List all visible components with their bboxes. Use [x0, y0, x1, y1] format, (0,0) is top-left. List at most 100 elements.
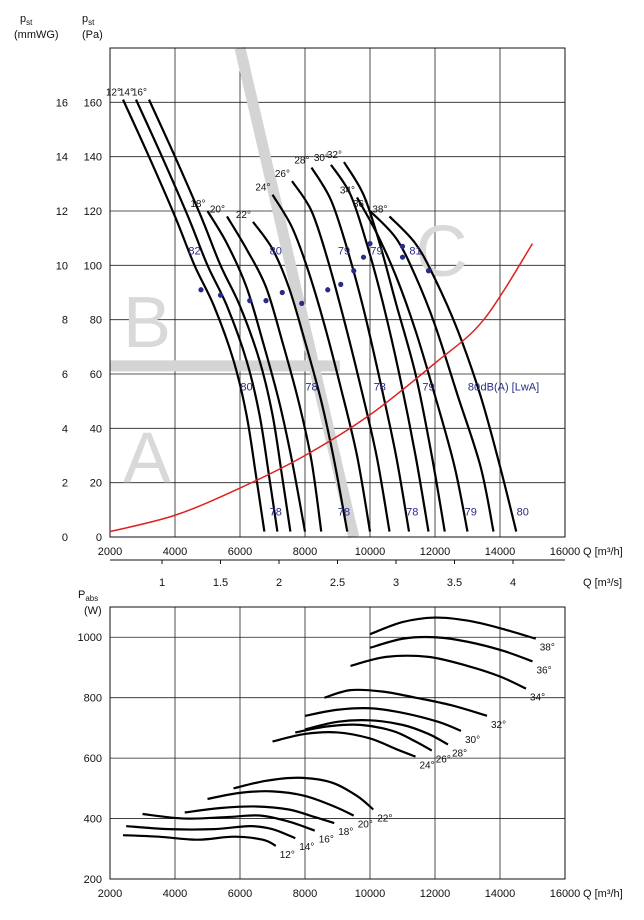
- y-left-tick-label: 6: [62, 369, 68, 381]
- y-left-tick-label: 8: [62, 315, 68, 327]
- operating-point-marker: [338, 281, 344, 287]
- operating-point-marker: [399, 243, 406, 249]
- y-tick-label: 140: [84, 152, 102, 164]
- power-y-tick-label: 800: [84, 693, 102, 705]
- power-x-tick-label: 4000: [163, 888, 187, 900]
- power-x-tick-label: 14000: [485, 888, 516, 900]
- zone-label-b: B: [123, 283, 171, 363]
- x2-tick-label: 3.5: [447, 577, 462, 589]
- y-left-tick-label: 16: [56, 97, 68, 109]
- operating-point-marker: [217, 292, 224, 298]
- power-x-tick-label: 6000: [228, 888, 252, 900]
- y-tick-label: 0: [96, 532, 102, 544]
- pressure-curve-20deg: [226, 215, 323, 532]
- power-blade-angle-label: 24°: [420, 761, 435, 772]
- blade-angle-label: 12°: [106, 88, 121, 99]
- blade-angle-label: 38°: [372, 204, 387, 215]
- x-tick-label: 4000: [163, 546, 187, 558]
- db-label-top: 82: [188, 245, 200, 257]
- db-label-top: 81: [409, 245, 421, 257]
- power-blade-angle-label: 32°: [491, 720, 506, 731]
- operating-point-marker: [299, 300, 305, 306]
- x-axis-label: Q [m³/h]: [583, 546, 623, 558]
- db-label-bottom: 80: [517, 506, 529, 518]
- y-tick-label: 160: [84, 97, 102, 109]
- blade-angle-label: 16°: [132, 88, 147, 99]
- operating-point-marker: [367, 241, 373, 247]
- y-left-axis-title: pst: [20, 13, 33, 27]
- operating-point-marker: [360, 254, 367, 260]
- operating-point-marker: [351, 268, 357, 274]
- y-tick-label: 120: [84, 206, 102, 218]
- db-label-bottom: 78: [270, 506, 282, 518]
- db-label-mid: 78: [305, 381, 317, 393]
- y-left-tick-label: 12: [56, 206, 68, 218]
- power-curve-24deg: [272, 731, 416, 758]
- power-blade-angle-label: 38°: [540, 643, 555, 654]
- power-x-axis-label: Q [m³/h]: [583, 888, 623, 900]
- x-tick-label: 16000: [550, 546, 581, 558]
- x2-tick-label: 1: [159, 577, 165, 589]
- y-left-tick-label: 10: [56, 260, 68, 272]
- power-blade-angle-label: 34°: [530, 693, 545, 704]
- power-blade-angle-label: 36°: [537, 665, 552, 676]
- pressure-curve-22deg: [252, 221, 349, 532]
- power-curve-26deg: [295, 723, 433, 752]
- x-tick-label: 14000: [485, 546, 516, 558]
- blade-angle-label: 28°: [294, 156, 309, 167]
- pressure-curve-14deg: [134, 99, 279, 532]
- db-label-mid: 80: [468, 381, 480, 393]
- pressure-curve-24deg: [271, 194, 372, 532]
- power-y-axis-title: Pabs: [78, 589, 98, 603]
- x2-tick-label: 4: [510, 577, 516, 589]
- system-curve: [109, 243, 534, 533]
- blade-angle-label: 32°: [327, 150, 342, 161]
- y-left-axis-unit: (mmWG): [14, 29, 59, 41]
- blade-angle-label: 34°: [340, 185, 355, 196]
- db-label-mid: 79: [422, 381, 434, 393]
- power-curve-14deg: [126, 825, 296, 840]
- power-blade-angle-label: 12°: [280, 850, 295, 861]
- pressure-curve-34deg: [356, 196, 469, 532]
- db-label-bottom: 79: [465, 506, 477, 518]
- db-label-top: 80: [270, 245, 282, 257]
- y-tick-label: 40: [90, 423, 102, 435]
- power-curve-32deg: [324, 688, 488, 717]
- power-x-tick-label: 2000: [98, 888, 122, 900]
- x-tick-label: 2000: [98, 546, 122, 558]
- y-tick-label: 60: [90, 369, 102, 381]
- zone-label-a: A: [123, 419, 171, 499]
- power-blade-angle-label: 18°: [338, 827, 353, 838]
- operating-point-marker: [325, 287, 331, 293]
- y-left-tick-label: 2: [62, 478, 68, 490]
- y-axis-title: pst: [82, 13, 95, 27]
- power-curve-20deg: [207, 790, 355, 817]
- power-plot-frame: [109, 606, 566, 880]
- blade-angle-label: 30°: [314, 153, 329, 164]
- x-tick-label: 8000: [293, 546, 317, 558]
- blade-angle-label: 22°: [236, 210, 251, 221]
- power-blade-angle-label: 22°: [377, 813, 392, 824]
- y-left-tick-label: 4: [62, 423, 68, 435]
- power-curve-28deg: [304, 719, 449, 746]
- operating-point-marker: [399, 254, 406, 260]
- zone-label-c: C: [416, 212, 468, 292]
- power-curve-12deg: [122, 834, 277, 847]
- power-curve-18deg: [184, 805, 335, 825]
- x-tick-label: 6000: [228, 546, 252, 558]
- plot-frame: [109, 47, 566, 538]
- operating-point-marker: [279, 289, 285, 296]
- db-label-mid: 80: [240, 381, 252, 393]
- db-label-top: 79: [338, 245, 350, 257]
- pressure-curve-16deg: [147, 99, 292, 532]
- operating-point-marker: [198, 287, 204, 293]
- operating-point-marker: [247, 298, 253, 304]
- x2-axis-label: Q [m³/s]: [583, 577, 622, 589]
- x-tick-label: 10000: [355, 546, 386, 558]
- y-left-tick-label: 14: [56, 152, 68, 164]
- blade-angle-label: 36°: [353, 199, 368, 210]
- power-x-tick-label: 8000: [293, 888, 317, 900]
- blade-angle-label: 24°: [255, 183, 270, 194]
